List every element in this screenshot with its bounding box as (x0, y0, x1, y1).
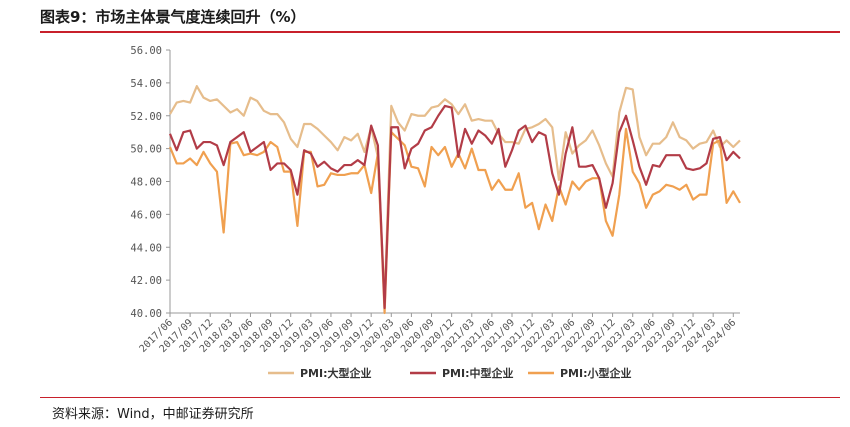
legend: PMI:大型企业 PMI:中型企业 PMI:小型企业 (268, 366, 632, 380)
series-line-small (168, 127, 741, 315)
top-rule (40, 31, 840, 33)
y-tick-label: 40.00 (130, 308, 162, 320)
source-note: 资料来源：Wind，中邮证券研究所 (52, 407, 254, 422)
y-tick-label: 56.00 (130, 45, 162, 57)
legend-label-small: PMI:小型企业 (560, 366, 632, 380)
y-tick-label: 42.00 (130, 275, 162, 287)
y-tick-label: 46.00 (130, 209, 162, 221)
series-line-medium (168, 104, 741, 310)
figure-title: 图表9：市场主体景气度连续回升（%） (40, 8, 306, 26)
y-tick-label: 54.00 (130, 78, 162, 90)
y-tick-label: 50.00 (130, 144, 162, 156)
y-tick-label: 52.00 (130, 111, 162, 123)
axes: 56.00 54.00 52.00 50.00 48.00 46.00 44.00 42.00… (130, 45, 740, 355)
legend-label-medium: PMI:中型企业 (442, 366, 514, 380)
y-tick-label: 48.00 (130, 177, 162, 189)
bottom-rule (40, 397, 840, 398)
y-tick-label: 44.00 (130, 242, 162, 254)
series-line-large (169, 85, 741, 301)
legend-label-large: PMI:大型企业 (300, 366, 372, 380)
plot-area (168, 85, 741, 315)
